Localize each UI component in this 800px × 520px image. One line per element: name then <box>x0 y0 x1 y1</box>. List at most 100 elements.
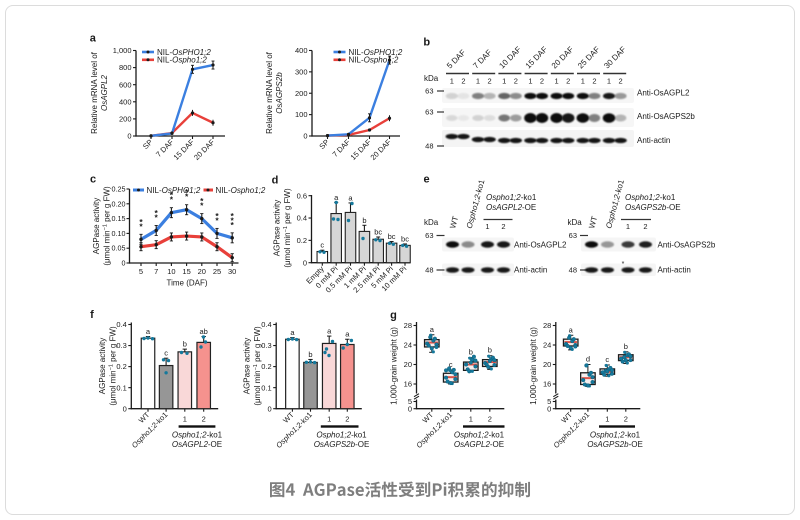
svg-text:bc: bc <box>374 228 382 237</box>
svg-text:0.1: 0.1 <box>261 383 271 392</box>
svg-text:d: d <box>586 355 590 364</box>
svg-text:28: 28 <box>543 321 551 330</box>
svg-text:b: b <box>624 342 628 351</box>
svg-text:NIL-OsPHO1;2: NIL-OsPHO1;2 <box>147 186 201 195</box>
svg-text:a: a <box>290 328 295 337</box>
svg-text:Anti-actin: Anti-actin <box>514 266 547 275</box>
svg-text:Ospho1;2-ko1: Ospho1;2-ko1 <box>590 431 641 440</box>
svg-text:*: * <box>200 196 204 206</box>
svg-text:0.4: 0.4 <box>116 320 126 329</box>
svg-text:*: * <box>215 211 219 221</box>
svg-text:g: g <box>390 310 397 322</box>
svg-text:2: 2 <box>592 77 596 86</box>
svg-text:OsAGPS2b-OE: OsAGPS2b-OE <box>314 440 370 449</box>
svg-text:2: 2 <box>566 77 570 86</box>
svg-text:a: a <box>327 327 332 336</box>
svg-text:0: 0 <box>127 132 131 141</box>
svg-text:0.3: 0.3 <box>261 341 271 350</box>
svg-text:a: a <box>334 193 339 202</box>
svg-text:16: 16 <box>543 380 551 389</box>
svg-text:OsAGPL2: OsAGPL2 <box>100 74 109 111</box>
svg-text:2: 2 <box>619 77 623 86</box>
svg-text:0.10: 0.10 <box>112 229 126 238</box>
svg-text:1: 1 <box>327 415 331 424</box>
svg-text:25: 25 <box>213 267 221 276</box>
svg-text:*: * <box>215 215 219 225</box>
svg-text:a: a <box>348 193 353 202</box>
svg-text:63: 63 <box>425 231 433 240</box>
svg-text:c: c <box>605 355 609 364</box>
svg-text:1: 1 <box>555 77 559 86</box>
svg-text:AGPase activity: AGPase activity <box>98 338 107 394</box>
svg-text:1: 1 <box>502 77 506 86</box>
svg-text:c: c <box>164 349 168 358</box>
svg-text:2: 2 <box>202 415 206 424</box>
svg-text:OsAGPL2-OE: OsAGPL2-OE <box>486 203 536 212</box>
svg-text:0.25: 0.25 <box>112 185 126 194</box>
svg-text:*: * <box>185 187 189 197</box>
svg-text:Ospho1;2-ko1: Ospho1;2-ko1 <box>625 193 676 202</box>
svg-text:(μmol min−1 per g FW): (μmol min−1 per g FW) <box>283 188 292 268</box>
svg-text:1: 1 <box>528 77 532 86</box>
svg-text:c: c <box>320 241 324 250</box>
svg-text:NIL-Ospho1;2: NIL-Ospho1;2 <box>157 56 207 65</box>
svg-text:0: 0 <box>408 404 412 413</box>
svg-text:f: f <box>90 309 94 321</box>
svg-text:*: * <box>170 190 174 200</box>
svg-text:28: 28 <box>404 321 412 330</box>
svg-text:a: a <box>146 327 151 336</box>
svg-text:*: * <box>139 217 143 227</box>
svg-text:d: d <box>272 175 279 187</box>
svg-text:a: a <box>345 330 350 339</box>
svg-text:*: * <box>185 192 189 202</box>
svg-text:Ospho1;2-ko1: Ospho1;2-ko1 <box>172 431 223 440</box>
svg-text:Anti-actin: Anti-actin <box>658 266 691 275</box>
svg-text:15 DAF: 15 DAF <box>172 137 197 162</box>
svg-text:*: * <box>231 215 235 225</box>
svg-text:0.15: 0.15 <box>112 214 126 223</box>
svg-text:(μmol min−1 per g FW): (μmol min−1 per g FW) <box>108 326 117 406</box>
svg-text:15 DAF: 15 DAF <box>349 137 374 162</box>
svg-text:0.2: 0.2 <box>261 362 271 371</box>
svg-text:5 DAF: 5 DAF <box>445 48 467 70</box>
svg-text:0.20: 0.20 <box>112 199 126 208</box>
svg-text:24: 24 <box>404 341 412 350</box>
svg-text:24: 24 <box>543 341 551 350</box>
svg-text:15: 15 <box>182 267 190 276</box>
svg-text:10 DAF: 10 DAF <box>497 45 523 71</box>
svg-text:0: 0 <box>122 259 126 268</box>
svg-text:20 DAF: 20 DAF <box>369 137 394 162</box>
svg-text:0.05: 0.05 <box>112 244 126 253</box>
svg-text:2: 2 <box>501 222 505 231</box>
svg-text:(μmol min−1 per g FW): (μmol min−1 per g FW) <box>253 326 262 406</box>
svg-text:0.6: 0.6 <box>297 191 307 200</box>
svg-text:1: 1 <box>626 222 630 231</box>
svg-text:*: * <box>231 220 235 230</box>
svg-text:48: 48 <box>425 142 433 151</box>
svg-text:1: 1 <box>607 77 611 86</box>
svg-text:AGPase activity: AGPase activity <box>92 198 101 254</box>
svg-text:Relative mRNA level of: Relative mRNA level of <box>90 51 99 134</box>
svg-text:ab: ab <box>200 327 208 336</box>
svg-text:*: * <box>155 212 159 222</box>
svg-text:10: 10 <box>167 267 175 276</box>
svg-text:Ospho1;2-ko1: Ospho1;2-ko1 <box>316 431 367 440</box>
svg-text:200: 200 <box>119 115 132 124</box>
svg-text:Anti-OsAGPS2b: Anti-OsAGPS2b <box>658 241 716 250</box>
svg-text:AGPase activity: AGPase activity <box>273 200 282 256</box>
svg-text:b: b <box>183 340 187 349</box>
svg-text:63: 63 <box>569 231 577 240</box>
svg-text:*: * <box>622 261 625 268</box>
svg-text:300: 300 <box>295 67 308 76</box>
svg-text:0: 0 <box>303 132 307 141</box>
svg-text:5: 5 <box>139 267 143 276</box>
svg-text:0.2: 0.2 <box>297 236 307 245</box>
svg-text:bc: bc <box>388 232 396 241</box>
svg-text:e: e <box>424 173 430 185</box>
svg-text:bc: bc <box>401 234 409 243</box>
svg-text:Ospho1;2-ko1: Ospho1;2-ko1 <box>465 178 487 229</box>
svg-text:WT: WT <box>421 410 436 425</box>
svg-text:63: 63 <box>425 108 433 117</box>
svg-text:0: 0 <box>547 404 551 413</box>
svg-text:1,000: 1,000 <box>113 46 132 55</box>
